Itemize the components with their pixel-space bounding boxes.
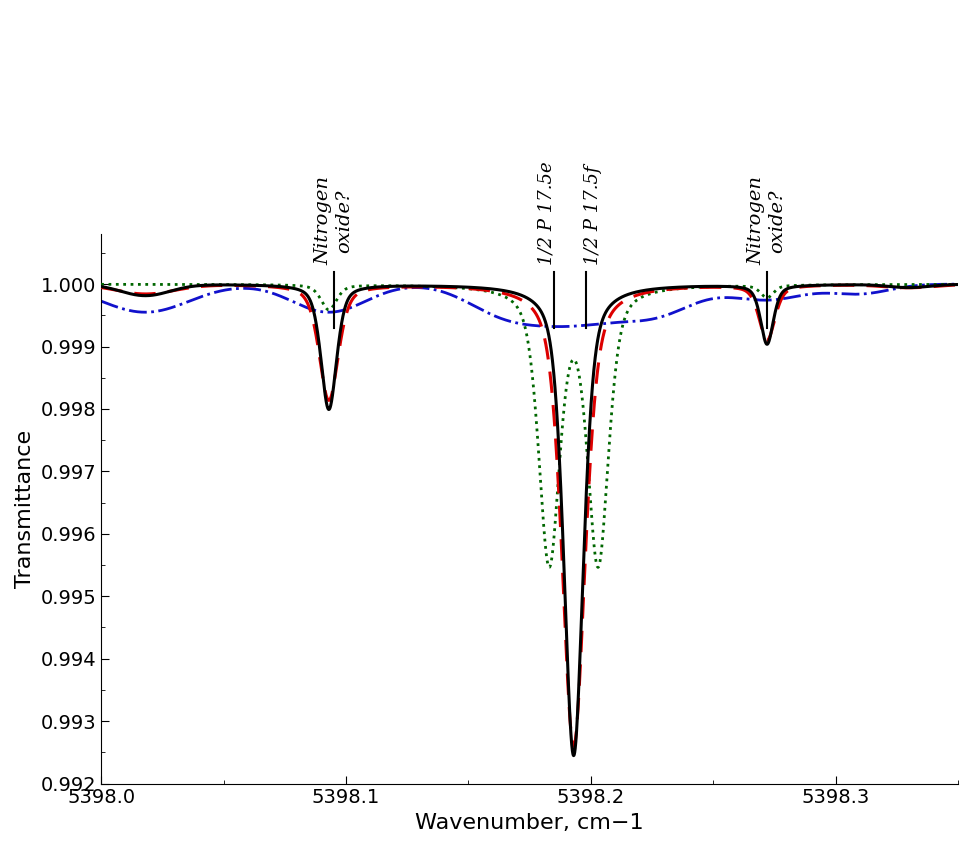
blue [864,288,876,298]
Line: green: green [101,284,958,567]
black [642,285,654,295]
green [941,279,953,289]
Text: 1/2 P 17.5e: 1/2 P 17.5e [538,162,556,265]
green [953,279,964,289]
black [953,280,964,290]
green [951,279,962,289]
black [840,280,851,290]
black [568,750,580,761]
X-axis label: Wavenumber, cm−1: Wavenumber, cm−1 [415,813,644,833]
Line: red: red [101,285,958,746]
black [941,280,953,290]
Line: black: black [101,285,958,756]
blue [95,296,107,306]
green [642,289,654,299]
blue [941,279,953,289]
blue [553,321,564,332]
black [864,280,876,290]
red [953,280,964,290]
red [481,285,492,295]
green [95,279,107,289]
green [864,280,876,290]
red [941,281,953,291]
black [951,280,962,290]
green [544,562,556,572]
green [840,280,851,290]
blue [953,279,964,289]
red [642,287,654,298]
red [840,280,851,290]
Text: 1/2 P 17.5f: 1/2 P 17.5f [584,165,602,265]
red [864,281,876,291]
Line: blue: blue [101,284,958,326]
blue [642,315,654,325]
blue [840,289,851,299]
red [95,282,107,293]
Y-axis label: Transmittance: Transmittance [15,430,35,588]
black [481,283,492,293]
blue [951,279,962,289]
black [95,282,107,292]
Text: Nitrogen
oxide?: Nitrogen oxide? [747,176,786,265]
Text: Nitrogen
oxide?: Nitrogen oxide? [314,176,353,265]
red [568,741,580,751]
green [481,286,492,296]
blue [481,307,492,317]
red [951,280,962,290]
